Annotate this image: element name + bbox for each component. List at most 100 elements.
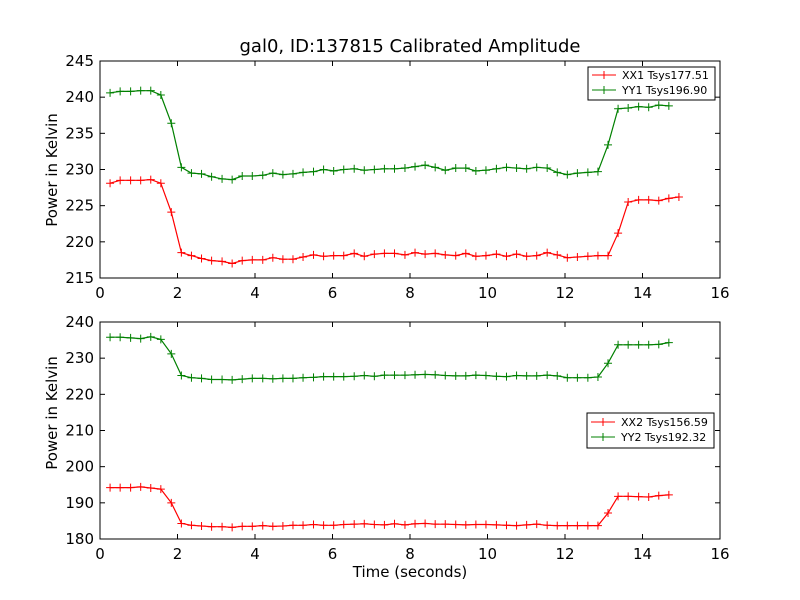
chart-top-series-0-point-2 xyxy=(126,176,135,185)
chart-top-series-1-point-16 xyxy=(268,169,277,178)
chart-bottom-series-0-point-11 xyxy=(218,522,227,531)
chart-top-series-0-point-25 xyxy=(360,252,369,261)
chart-bottom-series-1-point-53 xyxy=(644,340,653,349)
chart-top-series-1-point-0 xyxy=(106,88,115,97)
chart-bottom-series-1-point-39 xyxy=(502,372,511,381)
chart-bottom-series-0-point-41 xyxy=(522,520,531,529)
chart-bottom-series-1-point-11 xyxy=(218,375,227,384)
chart-top-y-tick-label-5: 240 xyxy=(65,88,94,106)
chart-bottom-x-tick-label-2: 4 xyxy=(250,545,260,563)
chart-bottom-series-1-point-21 xyxy=(319,372,328,381)
chart-bottom-series-1-point-17 xyxy=(278,374,287,383)
chart-bottom-series-1-point-30 xyxy=(411,370,420,379)
chart-top-legend: XX1 Tsys177.51 YY1 Tsys196.90 xyxy=(587,66,716,101)
chart-bottom-series-0-point-39 xyxy=(502,521,511,530)
chart-top-series-1-point-55 xyxy=(664,101,673,110)
chart-bottom-series-0-point-38 xyxy=(492,520,501,529)
chart-top-series-0-point-42 xyxy=(532,251,541,260)
chart-bottom-series-1-point-6 xyxy=(167,349,176,358)
chart-top-series-0-point-54 xyxy=(654,196,663,205)
chart-top-y-tick-label-1: 220 xyxy=(65,233,94,251)
chart-bottom-series-1-point-14 xyxy=(248,374,257,383)
chart-top-series-1-point-38 xyxy=(492,164,501,173)
chart-top-series-0-point-48 xyxy=(593,251,602,260)
chart-bottom-series-0-point-48 xyxy=(593,521,602,530)
chart-top-series-0-point-38 xyxy=(492,250,501,259)
chart-bottom-series-1-point-41 xyxy=(522,371,531,380)
chart-bottom-y-tick-label-0: 180 xyxy=(65,530,94,548)
chart-bottom-legend: XX2 Tsys156.59 YY2 Tsys192.32 xyxy=(586,412,715,449)
chart-top-series-1-point-49 xyxy=(604,140,613,149)
chart-top-ticks: 0 2 4 6 8 10 12 14 16 215 220 225 230 235 240 245 xyxy=(65,52,729,302)
chart-top-series-0-point-56 xyxy=(674,192,683,201)
chart-top-series-1-point-45 xyxy=(563,170,572,179)
chart-top-series-0-point-52 xyxy=(634,195,643,204)
chart-top-series-0-point-46 xyxy=(573,253,582,262)
chart-bottom-series-1-point-16 xyxy=(268,374,277,383)
chart-top-series-1-point-32 xyxy=(431,163,440,172)
chart-top-series-0-point-35 xyxy=(461,249,470,258)
chart-bottom-series-0-point-32 xyxy=(431,520,440,529)
chart-top-series-1-point-9 xyxy=(197,169,206,178)
chart-top-series-1-point-53 xyxy=(644,103,653,112)
chart-top-series-1-point-1 xyxy=(116,87,125,96)
chart-top-series-0-point-23 xyxy=(339,251,348,260)
chart-bottom-series-0-point-0 xyxy=(106,483,115,492)
chart-top-series-1-point-54 xyxy=(654,101,663,110)
chart-top-series-1-point-34 xyxy=(451,164,460,173)
chart-bottom-series-0-point-52 xyxy=(634,492,643,501)
chart-top-x-tick-label-4: 8 xyxy=(405,284,415,302)
chart-bottom-series-0-point-16 xyxy=(268,522,277,531)
chart-top-series-1-point-52 xyxy=(634,102,643,111)
chart-top-series-0-point-20 xyxy=(309,250,318,259)
chart-top-series-1-point-24 xyxy=(350,164,359,173)
chart-bottom-series-0-point-29 xyxy=(400,520,409,529)
chart-bottom-series-0-point-43 xyxy=(543,521,552,530)
chart-top-series-1-point-47 xyxy=(583,168,592,177)
chart-top-series-1-point-23 xyxy=(339,165,348,174)
chart-bottom-series-1-point-44 xyxy=(553,371,562,380)
chart-bottom-series-1-point-8 xyxy=(187,373,196,382)
chart-bottom-x-tick-label-7: 14 xyxy=(633,545,652,563)
chart-top-series-0-point-45 xyxy=(563,253,572,262)
chart-top-series-1-point-8 xyxy=(187,169,196,178)
chart-top-title: gal0, ID:137815 Calibrated Amplitude xyxy=(240,36,581,57)
chart-top-series-1-point-28 xyxy=(390,164,399,173)
chart-top-series-0-point-24 xyxy=(350,249,359,258)
chart-bottom-series-0-point-18 xyxy=(288,521,297,530)
chart-top-x-tick-label-8: 16 xyxy=(710,284,729,302)
chart-bottom-x-tick-label-8: 16 xyxy=(710,545,729,563)
chart-bottom-series-1-point-50 xyxy=(614,340,623,349)
chart-top-series-0-point-12 xyxy=(228,259,237,268)
chart-top-series-1-point-21 xyxy=(319,165,328,174)
chart-top-series-0-point-26 xyxy=(370,250,379,259)
chart-top-series-1-point-2 xyxy=(126,87,135,96)
chart-bottom-series-0-point-36 xyxy=(471,520,480,529)
chart-top-series-1-point-5 xyxy=(156,90,165,99)
chart-top-x-tick-label-3: 6 xyxy=(328,284,338,302)
chart-bottom-y-tick-label-4: 220 xyxy=(65,385,94,403)
chart-bottom-series-0-point-26 xyxy=(370,520,379,529)
chart-top-series-0-point-55 xyxy=(664,194,673,203)
chart-bottom-series-1-point-49 xyxy=(604,359,613,368)
chart-bottom-series-1-point-1 xyxy=(116,333,125,342)
chart-bottom-series-1-point-23 xyxy=(339,372,348,381)
chart-bottom-x-tick-label-5: 10 xyxy=(478,545,497,563)
chart-top-series-0-point-21 xyxy=(319,252,328,261)
chart-bottom-legend-yy2-marker xyxy=(599,433,607,441)
chart-top-series-1-point-33 xyxy=(441,166,450,175)
chart-top-series-0-point-4 xyxy=(146,175,155,184)
chart-bottom-series-0-point-12 xyxy=(228,523,237,532)
chart-top-legend-yy1-marker xyxy=(600,86,608,94)
chart-top-series-0-point-13 xyxy=(238,256,247,265)
chart-bottom-series-0-point-45 xyxy=(563,521,572,530)
chart-bottom-series-0-point-24 xyxy=(350,520,359,529)
chart-bottom-series-1-point-2 xyxy=(126,333,135,342)
chart-top-series-0-point-30 xyxy=(411,248,420,257)
chart-top-series-0-point-28 xyxy=(390,249,399,258)
chart-top-series-1-point-39 xyxy=(502,163,511,172)
chart-top-series-1-point-50 xyxy=(614,104,623,113)
chart-bottom-series-0-point-34 xyxy=(451,520,460,529)
chart-top-series-0-point-16 xyxy=(268,253,277,262)
chart-top-series-1-point-15 xyxy=(258,171,267,180)
